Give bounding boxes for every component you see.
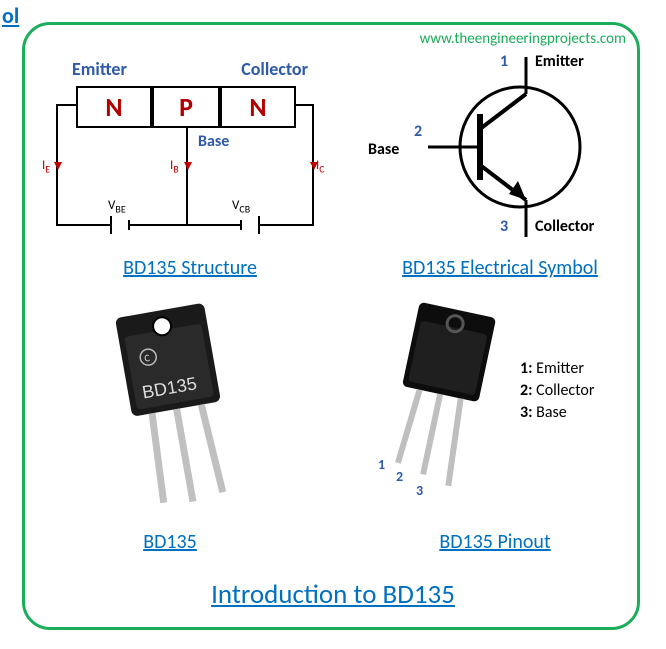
ib-label: IB bbox=[170, 158, 179, 176]
structure-caption: BD135 Structure bbox=[60, 256, 320, 280]
vcb-label: VCB bbox=[232, 198, 250, 216]
collector-label: Collector bbox=[241, 58, 308, 80]
ib-arrow bbox=[184, 162, 192, 170]
n-box-right: N bbox=[220, 88, 296, 126]
pinout-diagram: 1 2 3 1: Emitter 2: Collector 3: Base bbox=[370, 300, 630, 520]
photo-caption: BD135 bbox=[60, 530, 280, 554]
pin2-num: 2 bbox=[414, 122, 422, 141]
pinout-legend: 1: Emitter 2: Collector 3: Base bbox=[520, 358, 594, 424]
emitter-label: Emitter bbox=[72, 58, 127, 80]
n-box-left: N bbox=[76, 88, 152, 126]
infographic-canvas: ol www.theengineeringprojects.com Emitte… bbox=[0, 0, 666, 649]
vbe-label: VBE bbox=[108, 198, 126, 216]
structure-diagram: Emitter Collector N P N Base IE IB IC bbox=[48, 60, 338, 240]
ic-arrow bbox=[310, 162, 318, 170]
pin1-name: Emitter bbox=[535, 52, 584, 71]
npn-boxes: N P N bbox=[76, 86, 296, 128]
npn-symbol-svg bbox=[370, 52, 620, 242]
main-title: Introduction to BD135 bbox=[0, 578, 666, 611]
component-photo: C BD135 bbox=[70, 300, 270, 520]
lead-num-1: 1 bbox=[378, 456, 385, 473]
lead-num-3: 3 bbox=[416, 482, 423, 499]
pin1-num: 1 bbox=[500, 52, 508, 71]
site-url: www.theengineeringprojects.com bbox=[420, 30, 626, 48]
p-box: P bbox=[152, 88, 220, 126]
pin3-name: Collector bbox=[535, 217, 594, 236]
lead-num-2: 2 bbox=[396, 468, 403, 485]
ie-arrow bbox=[54, 162, 62, 170]
ie-label: IE bbox=[42, 158, 50, 176]
pin2-name: Base bbox=[368, 140, 399, 159]
base-label: Base bbox=[198, 132, 229, 151]
pin3-num: 3 bbox=[500, 217, 508, 236]
corner-label: ol bbox=[2, 2, 19, 29]
symbol-diagram: 1 Emitter 2 Base 3 Collector bbox=[370, 52, 620, 242]
symbol-caption: BD135 Electrical Symbol bbox=[370, 256, 630, 280]
pinout-caption: BD135 Pinout bbox=[380, 530, 610, 554]
